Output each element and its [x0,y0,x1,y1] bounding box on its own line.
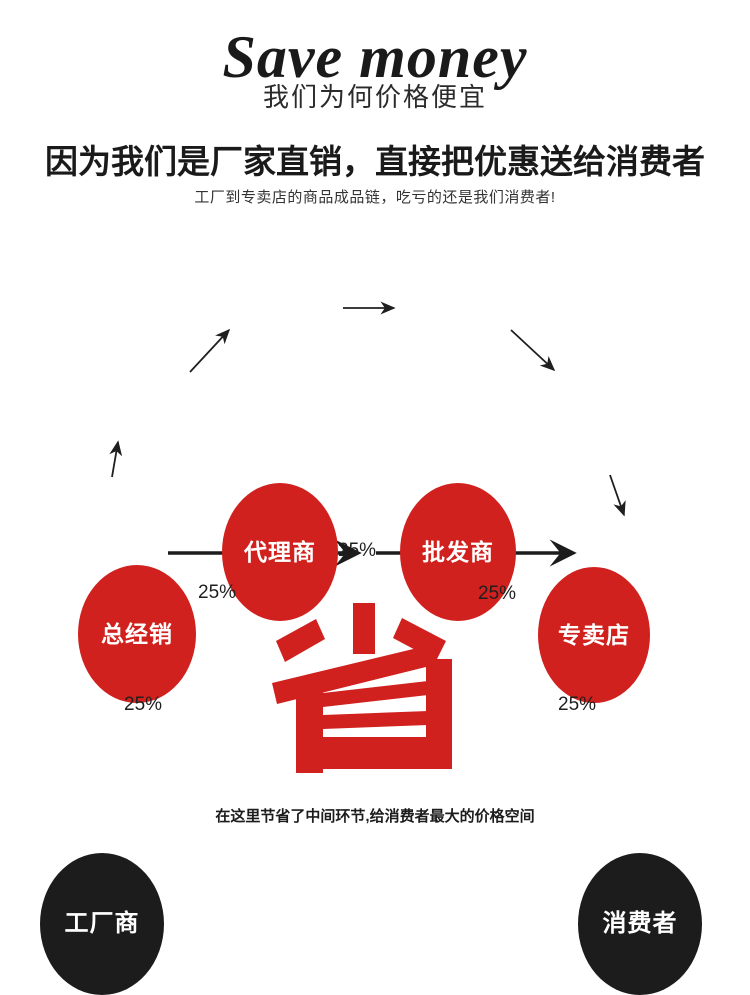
subheadline: 工厂到专卖店的商品成品链，吃亏的还是我们消费者! [194,189,556,206]
chain-node-label: 专卖店 [558,621,630,648]
distribution-chain-diagram: 总经销 代理商 批发商 专卖店 工厂商 消费者 25% 25% 25% 25% … [0,235,750,995]
markup-label-wholesaler-store: 25% [478,583,517,604]
chain-node-label: 消费者 [602,910,678,937]
chain-node-label: 批发商 [422,538,494,565]
chain-node-label: 总经销 [101,620,173,647]
markup-label-distributor-agent: 25% [198,582,237,603]
chain-node-dailishang[interactable]: 代理商 [222,483,338,621]
markup-label-factory-distributor: 25% [124,694,163,715]
chain-node-zhuanmaidian[interactable]: 专卖店 [538,567,650,703]
page-subtitle-chinese: 我们为何价格便宜 [262,82,487,112]
markup-label-agent-wholesaler: 25% [338,540,377,561]
chain-node-xiaofeizhe[interactable]: 消费者 [578,853,702,995]
chain-node-label: 代理商 [244,538,316,565]
arrow-factory-to-distributor [109,440,123,478]
save-character-glyph [272,603,452,773]
chain-node-gongchang[interactable]: 工厂商 [40,853,164,995]
chain-node-pifashang[interactable]: 批发商 [400,483,516,621]
markup-label-store-consumer: 25% [558,694,597,715]
chain-node-zongjingxiao[interactable]: 总经销 [78,565,196,703]
direct-path-caption: 在这里节省了中间环节,给消费者最大的价格空间 [215,808,535,825]
arrow-store-to-consumer [609,474,626,517]
arrow-distributor-to-agent [189,328,231,373]
headline: 因为我们是厂家直销，直接把优惠送给消费者 [45,143,705,180]
header-block: Save money 我们为何价格便宜 因为我们是厂家直销，直接把优惠送给消费者… [0,0,750,208]
arrow-wholesaler-to-store [510,329,556,372]
chain-node-label: 工厂商 [64,910,140,937]
page-title-english: Save money [222,24,528,90]
